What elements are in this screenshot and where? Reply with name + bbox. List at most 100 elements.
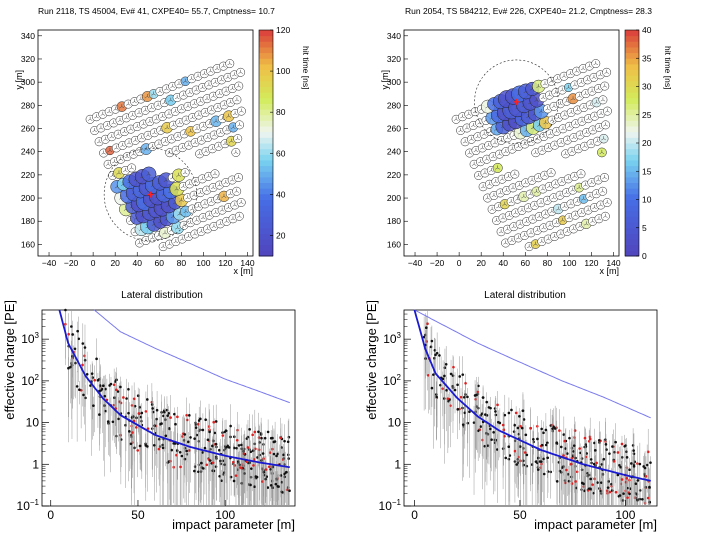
pmt-tick — [538, 108, 544, 113]
pmt-tick — [110, 173, 115, 178]
core-circle — [474, 59, 559, 145]
pmt-tick — [528, 138, 534, 144]
data-point — [540, 462, 543, 466]
pmt-tick — [596, 86, 601, 91]
pmt-tick — [485, 195, 490, 200]
data-point — [456, 408, 460, 411]
colorbar-segment — [625, 205, 639, 212]
data-point — [205, 463, 209, 467]
data-point — [96, 379, 100, 382]
data-point — [648, 485, 651, 489]
pmt-tick — [513, 210, 518, 215]
pmt-tick — [163, 177, 169, 182]
pmt-tick — [572, 82, 578, 87]
pmt-tick — [590, 218, 595, 223]
pmt-tick — [125, 101, 131, 106]
data-point — [276, 452, 279, 456]
data-point — [591, 483, 594, 486]
data-point — [211, 444, 214, 448]
data-point — [462, 395, 466, 399]
pmt-tick — [207, 212, 212, 217]
colorbar-segment — [259, 63, 273, 71]
data-point — [194, 423, 197, 426]
pmt-tick — [577, 223, 583, 228]
data-point — [496, 420, 500, 424]
data-point — [129, 442, 133, 446]
pmt-tick — [488, 167, 494, 172]
pmt-tick — [565, 137, 570, 142]
data-point — [594, 464, 597, 467]
colorbar-tick-label: 35 — [642, 53, 652, 63]
data-point — [188, 449, 191, 452]
pmt-tick — [592, 113, 598, 118]
pmt-tick — [560, 217, 566, 222]
pmt-tick — [188, 128, 193, 133]
pmt-tick — [517, 221, 523, 226]
pmt-tick — [577, 93, 582, 98]
pmt-tick — [587, 102, 593, 107]
data-point — [111, 420, 115, 424]
y-tick-label: 200 — [387, 193, 401, 203]
data-point — [481, 396, 485, 399]
pmt-tick — [124, 115, 129, 120]
data-point — [261, 452, 265, 455]
pmt-tick — [578, 79, 584, 84]
colorbar-segment — [625, 86, 639, 93]
pmt-tick — [204, 96, 210, 101]
upper-curve — [93, 309, 290, 404]
data-point — [264, 468, 268, 471]
colorbar-segment — [259, 114, 273, 121]
pmt-tick — [571, 135, 577, 140]
lateral-plot-right: Lateral distribution 0 50 100 10−1 1 10 102 103… — [364, 290, 658, 532]
data-point — [643, 466, 647, 470]
data-point — [432, 373, 435, 376]
pmt-tick — [211, 132, 217, 137]
data-point — [201, 428, 205, 432]
colorbar-segment — [259, 222, 273, 229]
data-point — [614, 490, 618, 494]
pmt-tick — [180, 145, 185, 150]
pmt-tick — [574, 68, 580, 73]
data-point — [256, 456, 259, 459]
pmt-tick — [196, 203, 201, 208]
pmt-tick — [210, 185, 216, 190]
pmt-tick — [225, 74, 231, 79]
data-point — [229, 424, 232, 428]
pmt-tick — [539, 147, 545, 152]
pmt-tick — [185, 195, 191, 200]
data-point — [640, 498, 644, 501]
data-point — [435, 395, 438, 399]
pmt-tick — [113, 106, 118, 111]
data-point — [600, 463, 604, 466]
data-point — [605, 489, 609, 493]
colorbar-segment — [259, 30, 273, 37]
pmt-tick — [599, 149, 605, 154]
pmt-tick — [519, 207, 525, 212]
data-point — [593, 477, 596, 481]
colorbar-segment — [259, 148, 273, 155]
pmt-tick — [188, 220, 193, 225]
data-point — [266, 486, 270, 489]
pmt-tick — [511, 224, 517, 229]
pmt-tick — [494, 218, 499, 223]
data-point — [540, 427, 543, 431]
lateral-title: Lateral distribution — [484, 290, 566, 301]
colorbar-segment — [259, 199, 273, 206]
data-point — [519, 459, 522, 463]
data-point — [466, 395, 469, 399]
data-point — [272, 452, 276, 456]
data-point — [466, 421, 470, 425]
data-point — [618, 494, 622, 497]
pmt-tick — [577, 132, 583, 137]
y-tick-label: 160 — [387, 239, 401, 249]
data-point — [565, 468, 568, 472]
pmt-tick — [214, 66, 220, 71]
data-point — [269, 467, 273, 471]
data-point — [620, 442, 624, 446]
data-point — [231, 460, 235, 464]
pmt-tick — [471, 161, 477, 166]
y-tick-label: 103 — [21, 331, 39, 346]
fit-curve — [413, 309, 651, 482]
colorbar-segment — [625, 171, 639, 178]
colorbar-segment — [259, 188, 273, 195]
